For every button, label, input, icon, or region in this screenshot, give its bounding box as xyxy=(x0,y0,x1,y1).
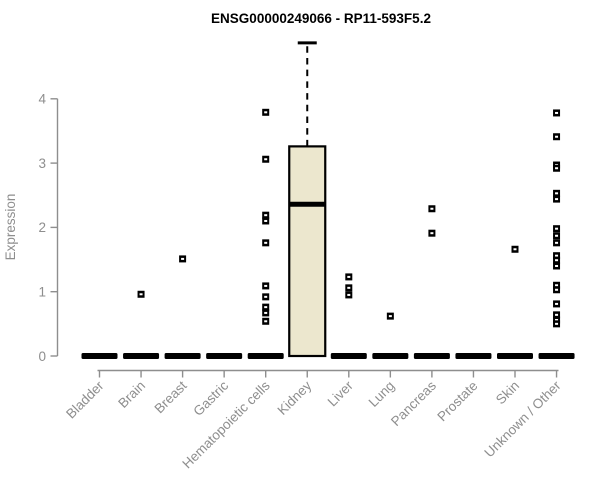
collapsed-box-lung xyxy=(372,353,409,359)
collapsed-box-brain xyxy=(123,353,160,359)
collapsed-box-bladder xyxy=(81,353,118,359)
x-tick-label-skin: Skin xyxy=(493,378,522,407)
x-tick-label-liver: Liver xyxy=(325,378,357,410)
collapsed-box-hematopoietic-cells xyxy=(247,353,284,359)
chart-title: ENSG00000249066 - RP11-593F5.2 xyxy=(211,11,431,26)
x-tick-label-kidney: Kidney xyxy=(275,378,315,418)
outlier-point-center-unknown-other xyxy=(555,241,559,244)
outlier-point-center-skin xyxy=(513,248,517,251)
box-kidney xyxy=(288,145,327,358)
x-tick-label-lung: Lung xyxy=(366,378,398,410)
x-tick-label-unknown-other: Unknown / Other xyxy=(481,378,564,461)
outlier-point-center-unknown-other xyxy=(555,313,559,316)
outlier-point-center-unknown-other xyxy=(555,302,559,305)
y-tick-label: 3 xyxy=(38,156,46,171)
outlier-point-center-liver xyxy=(347,286,351,289)
outlier-point-center-unknown-other xyxy=(555,288,559,291)
outlier-point-center-lung xyxy=(388,315,392,318)
x-tick-label-breast: Breast xyxy=(152,378,190,416)
outlier-point-center-pancreas xyxy=(430,232,434,235)
x-tick-label-pancreas: Pancreas xyxy=(388,378,439,429)
outlier-point-center-unknown-other xyxy=(555,135,559,138)
x-tick-label-prostate: Prostate xyxy=(434,378,480,424)
outlier-point-center-liver xyxy=(347,275,351,278)
y-tick-label: 4 xyxy=(38,92,46,107)
y-tick-label: 2 xyxy=(38,220,46,235)
outlier-point-center-unknown-other xyxy=(555,254,559,257)
outlier-point-center-hematopoietic-cells xyxy=(264,295,268,298)
y-tick-label: 1 xyxy=(38,285,46,300)
outlier-point-center-unknown-other xyxy=(555,259,559,262)
outlier-point-center-breast xyxy=(181,257,185,260)
outlier-point-center-liver xyxy=(347,293,351,296)
collapsed-box-skin xyxy=(497,353,533,359)
y-axis-title: Expression xyxy=(3,194,18,261)
outlier-point-center-hematopoietic-cells xyxy=(264,158,268,161)
outlier-point-center-unknown-other xyxy=(555,234,559,237)
outlier-point-center-unknown-other xyxy=(555,264,559,267)
collapsed-box-gastric xyxy=(206,353,243,359)
outlier-point-center-pancreas xyxy=(430,207,434,210)
outlier-point-center-unknown-other xyxy=(555,322,559,325)
outlier-point-center-unknown-other xyxy=(555,198,559,201)
x-tick-label-gastric: Gastric xyxy=(190,378,231,419)
outlier-point-center-hematopoietic-cells xyxy=(264,311,268,314)
x-tick-label-bladder: Bladder xyxy=(63,378,107,422)
collapsed-box-pancreas xyxy=(413,353,450,359)
outlier-point-center-unknown-other xyxy=(555,284,559,287)
outlier-point-center-unknown-other xyxy=(555,167,559,170)
outlier-point-center-unknown-other xyxy=(555,192,559,195)
y-tick-label: 0 xyxy=(38,349,46,364)
outlier-point-center-hematopoietic-cells xyxy=(264,219,268,222)
outlier-point-center-hematopoietic-cells xyxy=(264,241,268,244)
collapsed-box-unknown-other xyxy=(538,353,575,359)
x-tick-label-brain: Brain xyxy=(115,378,148,411)
outlier-point-center-hematopoietic-cells xyxy=(264,111,268,114)
collapsed-box-liver xyxy=(330,353,367,359)
outlier-point-center-brain xyxy=(139,293,143,296)
outlier-point-center-unknown-other xyxy=(555,227,559,230)
collapsed-box-prostate xyxy=(455,353,492,359)
outlier-point-center-hematopoietic-cells xyxy=(264,306,268,309)
outlier-point-center-unknown-other xyxy=(555,318,559,321)
collapsed-box-breast xyxy=(164,353,201,359)
outlier-point-center-unknown-other xyxy=(555,111,559,114)
outlier-point-center-hematopoietic-cells xyxy=(264,284,268,287)
outlier-point-center-hematopoietic-cells xyxy=(264,320,268,323)
outlier-point-center-hematopoietic-cells xyxy=(264,214,268,217)
